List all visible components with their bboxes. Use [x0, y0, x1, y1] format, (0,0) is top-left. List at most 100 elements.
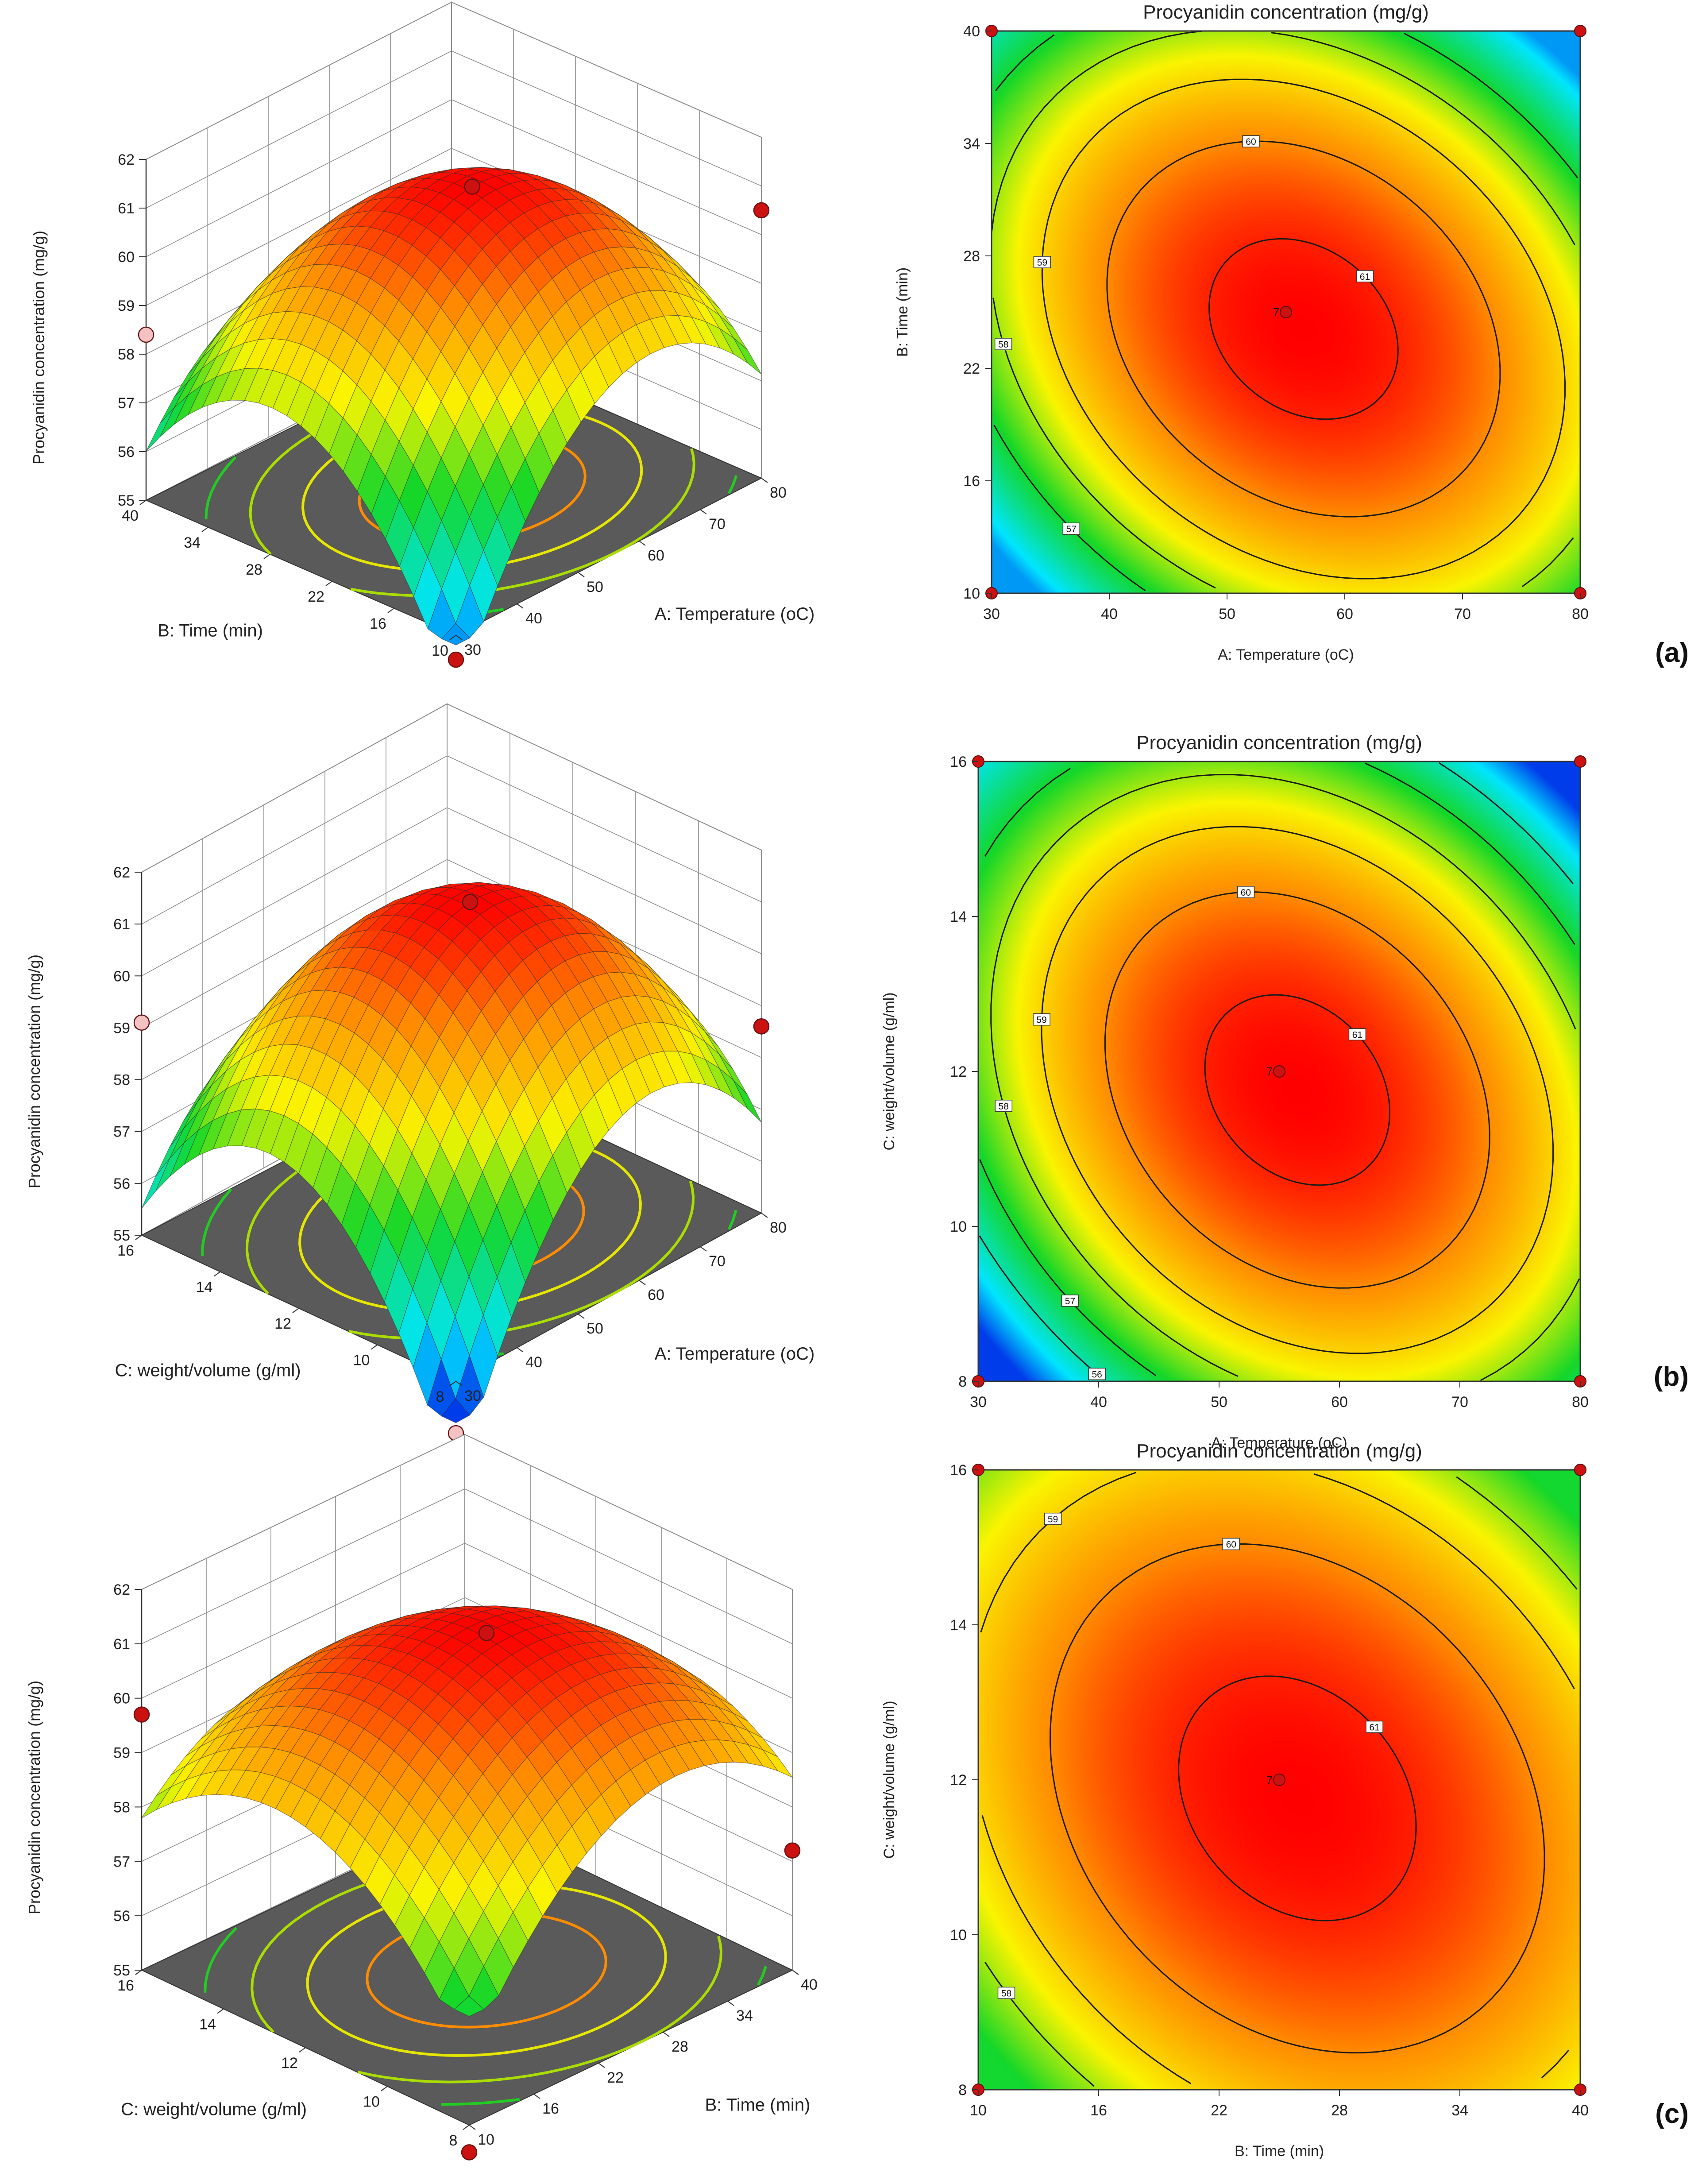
- y-tick-label: 16: [370, 615, 386, 632]
- x-tick-label: 16: [542, 2100, 559, 2117]
- x-tick: [663, 2032, 670, 2037]
- x-tick-label: 28: [672, 2038, 688, 2055]
- y-tick-label: 22: [963, 360, 980, 377]
- y-tick-label: 8: [958, 1373, 967, 1390]
- y-tick-label: 10: [432, 642, 448, 659]
- x-tick-label: 40: [525, 1354, 542, 1371]
- z-tick-label: 61: [118, 200, 135, 217]
- y-tick: [217, 2008, 224, 2014]
- contour-line-58: [990, 773, 1580, 1381]
- z-tick-label: 55: [113, 1227, 130, 1244]
- y-tick-label: 14: [196, 1279, 213, 1296]
- y-tick: [213, 1271, 221, 1277]
- wall-gridline: [464, 1488, 793, 1644]
- surface-chart-2: [133, 703, 770, 1442]
- x-tick: [578, 1314, 585, 1319]
- contour-line-59: [980, 1472, 1575, 2084]
- contour-label-box: [1356, 270, 1374, 282]
- contour-label: 57: [1066, 524, 1077, 534]
- y-axis-label: C: weight/volume (g/ml): [115, 1361, 301, 1380]
- x-tick: [761, 1213, 768, 1218]
- contour-label-box: [994, 338, 1012, 350]
- z-tick-label: 56: [118, 444, 135, 460]
- contour-label-box: [1348, 1028, 1366, 1041]
- panel-label-c: (c): [1655, 2099, 1689, 2129]
- x-tick: [761, 478, 768, 483]
- wall-gridline: [146, 99, 452, 257]
- x-tick-label: 10: [478, 2131, 494, 2148]
- contour-label: 61: [1352, 1030, 1362, 1040]
- y-tick-label: 14: [950, 908, 967, 925]
- x-tick-label: 70: [709, 516, 726, 533]
- wall-gridline: [146, 2, 452, 160]
- z-tick-label: 61: [113, 1636, 130, 1653]
- z-axis-label: Procyanidin concentration (mg/g): [25, 1681, 43, 1914]
- surface-chart-0: [138, 1, 770, 668]
- x-tick: [517, 603, 524, 609]
- z-axis-label: Procyanidin concentration (mg/g): [30, 231, 48, 464]
- x-tick: [639, 1280, 646, 1285]
- z-tick-label: 58: [118, 346, 135, 363]
- z-tick-label: 61: [113, 916, 130, 933]
- y-tick: [263, 554, 270, 559]
- y-axis-label: C: weight/volume (g/ml): [881, 992, 898, 1150]
- contour-label: 60: [1241, 888, 1251, 898]
- y-tick-label: 16: [950, 1462, 967, 1479]
- contour-chart-1: 61 60 59 58 57 7: [985, 25, 1586, 599]
- x-tick-label: 22: [1211, 2102, 1227, 2119]
- x-tick-label: 60: [648, 1287, 664, 1303]
- surface-design-point: [464, 178, 480, 195]
- y-tick-label: 28: [246, 561, 262, 578]
- y-tick-label: 10: [950, 1927, 967, 1944]
- surface-design-point: [753, 202, 770, 219]
- z-tick-label: 60: [113, 1690, 130, 1707]
- x-tick-label: 50: [587, 1320, 603, 1337]
- z-tick-label: 58: [113, 1072, 130, 1089]
- y-tick: [299, 2047, 306, 2053]
- contour-label-box: [997, 1987, 1015, 1999]
- x-tick-label: 60: [1336, 606, 1353, 622]
- y-tick: [135, 1970, 142, 1975]
- contour-label: 60: [1226, 1539, 1236, 1550]
- surface-mesh: [141, 882, 762, 1423]
- x-tick-label: 70: [709, 1253, 726, 1270]
- contour-title: Procyanidin concentration (mg/g): [1136, 1440, 1422, 1462]
- y-tick-label: 14: [199, 2016, 216, 2033]
- contour-label: 58: [999, 1102, 1009, 1112]
- y-tick-label: 8: [436, 1388, 444, 1405]
- contour-label-box: [1366, 1720, 1383, 1733]
- contour-line-58: [991, 30, 1575, 589]
- contour-label: 59: [1036, 1015, 1046, 1025]
- x-tick: [533, 2094, 540, 2099]
- contour-label-box: [1242, 135, 1260, 147]
- contour-title: Procyanidin concentration (mg/g): [1136, 732, 1422, 754]
- contour-label: 61: [1369, 1723, 1379, 1733]
- z-tick-label: 55: [118, 492, 135, 509]
- wall-gridline: [141, 704, 448, 873]
- z-tick-label: 62: [113, 864, 130, 881]
- x-tick-label: 70: [1451, 1394, 1468, 1411]
- contour-label-box: [1222, 1538, 1240, 1550]
- x-tick-label: 50: [1211, 1394, 1227, 1411]
- contour-line-61: [1178, 1675, 1417, 1921]
- contour-line-61: [1208, 238, 1399, 420]
- z-tick-label: 59: [113, 1020, 130, 1036]
- y-tick-label: 10: [963, 585, 980, 602]
- z-tick-label: 59: [113, 1745, 130, 1762]
- contour-label: 58: [998, 340, 1008, 350]
- surface-design-point: [461, 2144, 478, 2161]
- contour-label: 60: [1246, 137, 1256, 147]
- x-tick-label: 40: [801, 1976, 818, 1993]
- x-tick-label: 40: [1090, 1394, 1107, 1411]
- y-tick-label: 34: [184, 534, 201, 551]
- wall-gridline: [141, 755, 448, 924]
- x-tick-label: 22: [607, 2069, 624, 2086]
- x-tick-label: 40: [1572, 2102, 1589, 2119]
- y-tick: [135, 1235, 142, 1240]
- x-tick-label: 10: [970, 2102, 987, 2119]
- y-tick-label: 8: [449, 2132, 458, 2149]
- x-tick-label: 30: [464, 642, 481, 658]
- x-tick-label: 50: [1219, 606, 1235, 622]
- contour-label-box: [1061, 1295, 1079, 1307]
- x-tick-label: 60: [648, 547, 664, 564]
